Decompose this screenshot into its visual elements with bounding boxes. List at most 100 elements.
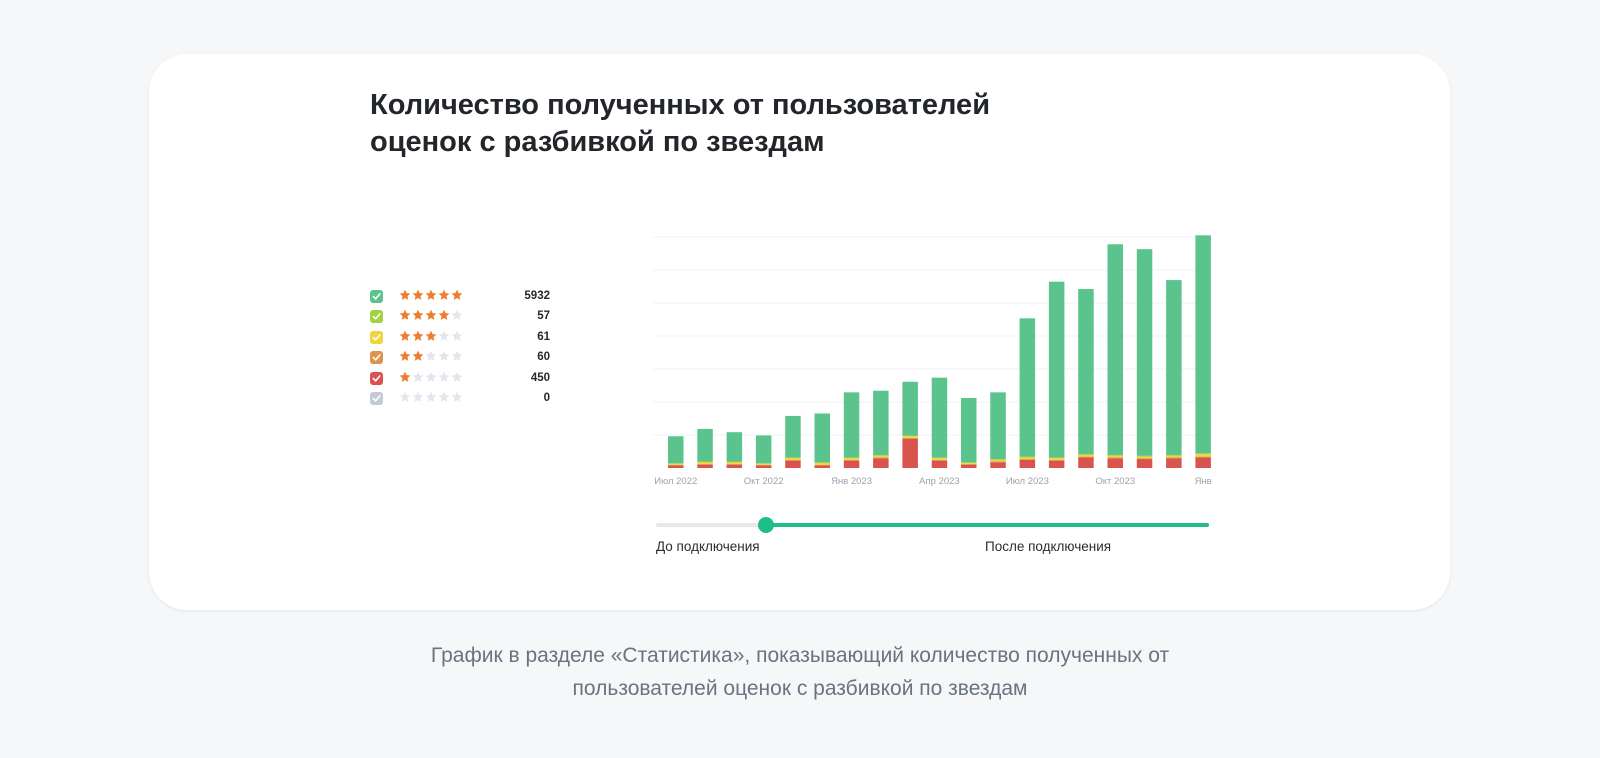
bar-segment-4-stars[interactable] [697,461,713,463]
bar-segment-3-stars[interactable] [961,463,977,464]
bar-segment-2-stars[interactable] [1019,459,1036,460]
bar-segment-5-stars[interactable] [1136,249,1153,456]
bar-segment-4-stars[interactable] [814,462,831,464]
bar-segment-2-stars[interactable] [843,459,860,461]
bar-segment-2-stars[interactable] [785,459,801,461]
bar-segment-2-stars[interactable] [1078,456,1094,458]
bar-segment-5-stars[interactable] [961,398,977,463]
bar-segment-1-stars[interactable] [1107,458,1124,468]
bar-segment-5-stars[interactable] [726,432,743,462]
bar-segment-5-stars[interactable] [814,413,831,463]
bar-segment-1-stars[interactable] [814,465,831,468]
bar-segment-5-stars[interactable] [931,377,948,458]
bar-segment-3-stars[interactable] [1107,455,1124,458]
legend-checkbox-4-stars[interactable] [370,310,383,324]
bar-segment-4-stars[interactable] [990,459,1006,460]
bar-segment-4-stars[interactable] [726,461,743,463]
bar-segment-3-stars[interactable] [1078,454,1094,457]
bar-segment-2-stars[interactable] [1166,457,1182,459]
bar-segment-5-stars[interactable] [668,436,684,464]
legend-checkbox-1-stars[interactable] [370,371,383,385]
slider-knob[interactable] [758,517,774,533]
bar-segment-4-stars[interactable] [1166,454,1182,456]
bar-segment-2-stars[interactable] [726,463,743,465]
bar-segment-1-stars[interactable] [1019,459,1036,468]
bar-segment-1-stars[interactable] [726,464,743,468]
bar-segment-1-stars[interactable] [1048,460,1065,468]
bar-segment-4-stars[interactable] [1136,455,1153,457]
bar-segment-5-stars[interactable] [785,415,801,458]
bar-segment-1-stars[interactable] [668,465,684,468]
bar-segment-2-stars[interactable] [902,437,918,439]
bar-segment-5-stars[interactable] [697,428,713,462]
bar-segment-3-stars[interactable] [726,462,743,464]
bar-segment-4-stars[interactable] [931,457,948,459]
legend-checkbox-5-stars[interactable] [370,290,383,303]
bar-segment-4-stars[interactable] [1107,454,1124,456]
bar-segment-1-stars[interactable] [697,464,713,468]
bar-segment-2-stars[interactable] [961,463,977,465]
bar-segment-1-stars[interactable] [931,460,948,468]
bar-segment-2-stars[interactable] [931,459,948,461]
bar-segment-2-stars[interactable] [755,464,772,466]
bar-segment-3-stars[interactable] [785,458,801,460]
bar-segment-1-stars[interactable] [755,465,772,468]
bar-segment-4-stars[interactable] [668,463,684,464]
bar-segment-3-stars[interactable] [1136,456,1153,459]
legend-checkbox-3-stars[interactable] [370,330,383,344]
bar-segment-4-stars[interactable] [1078,454,1094,455]
bar-segment-5-stars[interactable] [1195,235,1211,454]
bar-segment-1-stars[interactable] [990,462,1006,468]
bar-segment-5-stars[interactable] [755,435,772,464]
bar-segment-3-stars[interactable] [668,463,684,465]
bar-segment-5-stars[interactable] [902,381,918,436]
bar-segment-4-stars[interactable] [1048,457,1065,459]
bar-segment-3-stars[interactable] [697,462,713,464]
bar-segment-4-stars[interactable] [1019,456,1036,458]
bar-segment-4-stars[interactable] [873,454,889,456]
bar-segment-4-stars[interactable] [785,457,801,459]
bar-segment-3-stars[interactable] [755,463,772,465]
bar-segment-4-stars[interactable] [961,462,977,464]
bar-segment-1-stars[interactable] [1078,457,1094,468]
bar-segment-1-stars[interactable] [961,464,977,468]
bar-segment-2-stars[interactable] [873,457,889,459]
legend-checkbox-2-stars[interactable] [370,351,383,365]
bar-segment-2-stars[interactable] [990,461,1006,463]
bar-segment-2-stars[interactable] [697,463,713,465]
bar-segment-1-stars[interactable] [1136,459,1153,468]
bar-segment-5-stars[interactable] [1166,280,1182,455]
bar-segment-5-stars[interactable] [1019,318,1036,457]
bar-segment-2-stars[interactable] [1136,458,1153,460]
bar-segment-4-stars[interactable] [902,435,918,437]
bar-segment-4-stars[interactable] [1195,453,1211,455]
bar-segment-3-stars[interactable] [1195,454,1211,457]
bar-segment-3-stars[interactable] [931,458,948,460]
bar-segment-5-stars[interactable] [1078,289,1094,455]
bar-segment-2-stars[interactable] [814,464,831,466]
bar-segment-5-stars[interactable] [990,392,1006,460]
bar-segment-5-stars[interactable] [843,392,860,458]
bar-segment-2-stars[interactable] [1107,457,1124,459]
connection-slider[interactable] [656,515,1209,545]
bar-segment-4-stars[interactable] [843,457,860,459]
bar-segment-3-stars[interactable] [814,463,831,465]
bar-segment-3-stars[interactable] [843,458,860,460]
bar-segment-1-stars[interactable] [785,460,801,468]
bar-segment-2-stars[interactable] [668,464,684,466]
bar-segment-3-stars[interactable] [873,455,889,458]
bar-segment-3-stars[interactable] [1166,455,1182,458]
bar-segment-1-stars[interactable] [1166,458,1182,468]
bar-segment-1-stars[interactable] [1195,457,1211,468]
bar-segment-3-stars[interactable] [1048,458,1065,460]
bar-segment-2-stars[interactable] [1195,456,1211,458]
bar-segment-2-stars[interactable] [1048,459,1065,461]
legend-checkbox-0-stars[interactable] [370,391,383,405]
bar-segment-1-stars[interactable] [902,438,918,468]
bar-segment-5-stars[interactable] [1048,281,1065,458]
bar-segment-4-stars[interactable] [755,463,772,464]
bar-segment-3-stars[interactable] [902,436,918,438]
bar-segment-5-stars[interactable] [873,390,889,455]
bar-segment-3-stars[interactable] [990,459,1006,462]
bar-segment-3-stars[interactable] [1019,457,1036,460]
